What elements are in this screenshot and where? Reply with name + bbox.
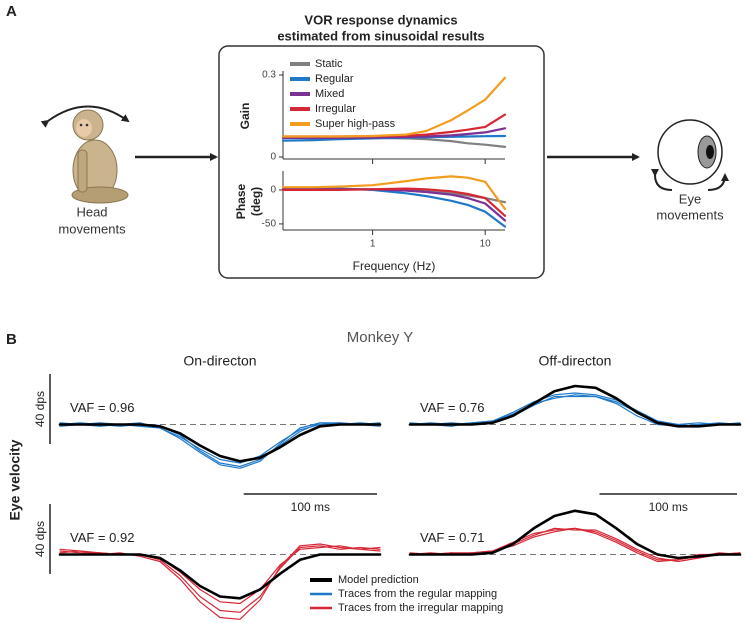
eye-icon — [650, 119, 729, 191]
y-tick-label: 0 — [270, 152, 276, 163]
panel-label: B — [6, 331, 17, 348]
output-label: Eye — [679, 191, 701, 206]
legend-label: Traces from the regular mapping — [338, 588, 497, 600]
series-line — [281, 175, 507, 211]
x-tick-label: 1 — [370, 239, 376, 250]
panel-label: A — [6, 3, 17, 20]
x-tick-label: 10 — [480, 239, 492, 250]
column-title: On-directon — [183, 353, 256, 369]
y-tick-label: -50 — [262, 219, 277, 230]
series-line — [59, 422, 381, 469]
y-axis-label: Eye velocity — [7, 439, 23, 520]
model-box — [218, 45, 545, 279]
box-title: estimated from sinusoidal results — [277, 28, 484, 43]
x-axis-label: Frequency (Hz) — [353, 259, 436, 273]
scale-bar-x-label: 100 ms — [291, 500, 330, 514]
y-tick-label: 0.3 — [262, 70, 276, 81]
output-label: movements — [656, 207, 724, 222]
series-line — [408, 384, 742, 428]
series-line — [58, 553, 382, 600]
legend-label: Irregular — [315, 103, 356, 115]
column-title: Off-directon — [539, 353, 612, 369]
scale-bar-y-label: 40 dps — [33, 521, 47, 557]
y-axis-label: Phase — [234, 183, 248, 219]
y-axis-label: (deg) — [249, 187, 263, 216]
box-title: VOR response dynamics — [304, 12, 457, 27]
annotation: VAF = 0.92 — [70, 530, 134, 545]
series-line — [408, 509, 742, 560]
series-line — [281, 187, 507, 217]
legend-label: Regular — [315, 73, 354, 85]
series-line — [281, 127, 507, 139]
series-line — [281, 76, 507, 138]
annotation: VAF = 0.71 — [420, 530, 484, 545]
input-label: movements — [58, 221, 126, 236]
y-axis-label: Gain — [238, 103, 252, 130]
series-line — [58, 423, 382, 463]
legend-label: Traces from the irregular mapping — [338, 602, 503, 614]
scale-bar-y-label: 40 dps — [33, 391, 47, 427]
series-line — [281, 186, 507, 228]
legend-label: Static — [315, 58, 343, 70]
legend-label: Model prediction — [338, 574, 419, 586]
scale-bar-x-label: 100 ms — [649, 500, 688, 514]
panel-title: Monkey Y — [347, 329, 413, 346]
y-tick-label: 0 — [270, 185, 276, 196]
legend-label: Mixed — [315, 88, 344, 100]
input-label: Head — [76, 204, 107, 219]
annotation: VAF = 0.96 — [70, 400, 134, 415]
legend-label: Super high-pass — [315, 118, 396, 130]
annotation: VAF = 0.76 — [420, 400, 484, 415]
monkey-icon — [40, 105, 130, 204]
